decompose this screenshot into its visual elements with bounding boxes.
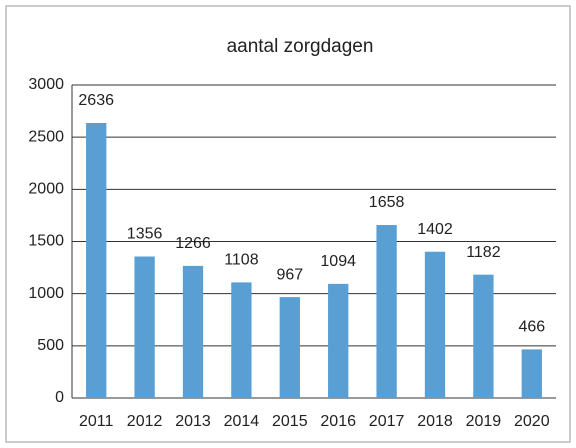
bar [86, 122, 107, 399]
y-tick-label: 2000 [28, 181, 64, 198]
x-tick-label: 2020 [514, 413, 550, 430]
data-label: 1182 [466, 244, 501, 261]
x-tick-label: 2013 [175, 413, 211, 430]
y-tick-label: 2500 [28, 128, 64, 145]
x-tick-label: 2019 [466, 413, 502, 430]
y-tick-label: 3000 [28, 76, 64, 93]
bar [182, 265, 204, 398]
y-tick-label: 1500 [28, 233, 64, 250]
data-label: 1108 [224, 252, 259, 269]
x-tick-label: 2018 [417, 413, 453, 430]
data-label: 967 [276, 266, 303, 283]
data-label: 466 [518, 319, 545, 336]
bar [521, 349, 542, 398]
data-label: 1402 [417, 221, 453, 238]
bar [328, 283, 349, 398]
data-label: 1658 [369, 194, 405, 211]
y-tick-label: 500 [37, 337, 64, 354]
bar [134, 256, 155, 398]
bar [231, 282, 252, 398]
x-tick-label: 2011 [79, 413, 114, 430]
bar [473, 274, 494, 398]
x-tick-label: 2014 [224, 413, 260, 430]
bar [279, 297, 300, 398]
x-tick-label: 2016 [320, 413, 356, 430]
chart-title: aantal zorgdagen [227, 36, 374, 57]
data-label: 1094 [320, 253, 356, 270]
y-tick-label: 1000 [28, 285, 64, 302]
x-tick-label: 2017 [369, 413, 405, 430]
y-tick-label: 0 [55, 389, 64, 406]
x-tick-label: 2012 [127, 413, 163, 430]
bar [424, 251, 446, 398]
data-label: 1266 [175, 235, 211, 252]
bar [376, 225, 397, 398]
data-label: 1356 [127, 226, 163, 243]
data-label: 2636 [78, 92, 114, 109]
x-tick-label: 2015 [272, 413, 308, 430]
